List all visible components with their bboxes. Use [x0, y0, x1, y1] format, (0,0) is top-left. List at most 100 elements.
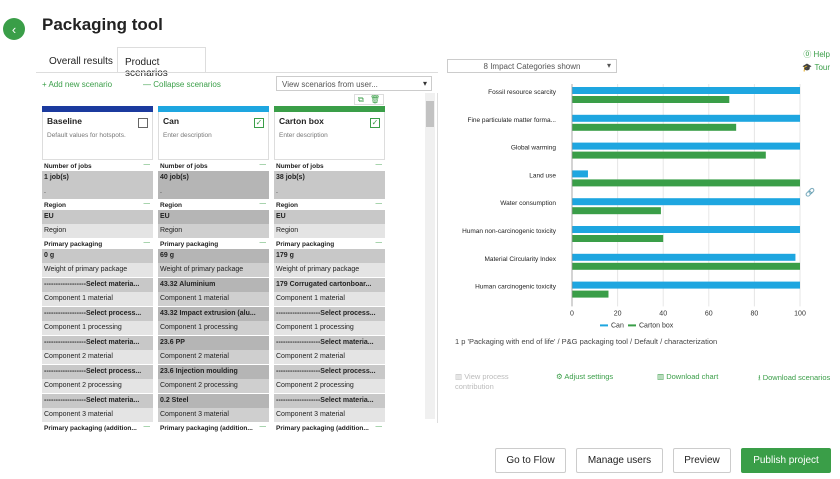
- component-select[interactable]: 179 Corrugated cartonboar...: [274, 278, 385, 292]
- scenario-checkbox[interactable]: ✓: [370, 118, 380, 128]
- legend-label: Carton box: [639, 322, 674, 329]
- component-select[interactable]: 43.32 Aluminium: [158, 278, 269, 292]
- collapse-icon[interactable]: —: [143, 423, 151, 430]
- scenario-name[interactable]: Carton box: [279, 116, 324, 126]
- component-select[interactable]: -------------------Select process...: [274, 307, 385, 321]
- bar-can: [572, 114, 800, 122]
- collapse-icon[interactable]: —: [259, 200, 267, 207]
- region-label: Region: [158, 224, 269, 238]
- scenario-checkbox[interactable]: ✓: [254, 118, 264, 128]
- component-label: Component 2 material: [42, 350, 153, 364]
- section-label: Primary packaging —: [276, 239, 383, 248]
- component-label: Component 3 material: [42, 408, 153, 422]
- component-select[interactable]: -------------------Select materia...: [274, 336, 385, 350]
- page-title: Packaging tool: [42, 15, 163, 34]
- component-select[interactable]: 43.32 Impact extrusion (alu...: [158, 307, 269, 321]
- collapse-icon[interactable]: —: [375, 239, 383, 246]
- category-label: Human non-carcinogenic toxicity: [462, 228, 557, 235]
- tour-link[interactable]: 🎓 Tour: [802, 63, 830, 72]
- jobs-value[interactable]: 1 job(s): [42, 171, 153, 185]
- category-label: Fossil resource scarcity: [488, 89, 557, 96]
- component-select[interactable]: 0.2 Steel: [158, 394, 269, 408]
- primary-packaging-value[interactable]: 0 g: [42, 249, 153, 263]
- component-select[interactable]: -------------------Select materia...: [274, 394, 385, 408]
- adjust-settings-button[interactable]: ⚙ Adjust settings: [556, 372, 614, 381]
- scenario-name[interactable]: Baseline: [47, 116, 82, 126]
- collapse-icon[interactable]: —: [375, 200, 383, 207]
- section-label: Region —: [44, 200, 151, 209]
- view-process-contribution-button[interactable]: ▥ View process contribution: [455, 372, 509, 391]
- collapse-scenarios-button[interactable]: — Collapse scenarios: [143, 80, 221, 89]
- component-select[interactable]: ------------------Select materia...: [42, 394, 153, 408]
- help-link[interactable]: ⓪ Help: [803, 50, 830, 59]
- bar-carton-box: [572, 262, 800, 270]
- impact-categories-dropdown[interactable]: 8 Impact Categories shown ▾: [447, 59, 617, 73]
- jobs-value[interactable]: 38 job(s): [274, 171, 385, 185]
- publish-project-button[interactable]: Publish project: [741, 448, 831, 473]
- collapse-icon[interactable]: —: [143, 200, 151, 207]
- scenario-description[interactable]: Enter description: [163, 132, 212, 139]
- link-icon[interactable]: 🔗: [805, 188, 815, 197]
- view-scenarios-dropdown[interactable]: View scenarios from user... ▾: [276, 76, 432, 91]
- scenarios-scrollbar[interactable]: [425, 93, 435, 419]
- bar-carton-box: [572, 151, 766, 159]
- scenario-description[interactable]: Default values for hotspots.: [47, 132, 126, 139]
- x-tick-label: 0: [570, 310, 574, 317]
- component-select[interactable]: ------------------Select materia...: [42, 278, 153, 292]
- region-label: Region: [274, 224, 385, 238]
- caret-down-icon: ▾: [606, 61, 611, 70]
- scenario-card: Carton box Enter description ✓ Number of jo…: [274, 106, 385, 433]
- component-label: Component 2 material: [158, 350, 269, 364]
- collapse-icon[interactable]: —: [259, 239, 267, 246]
- region-value[interactable]: EU: [274, 210, 385, 224]
- region-value[interactable]: EU: [158, 210, 269, 224]
- component-label: Component 1 material: [274, 292, 385, 306]
- manage-users-button[interactable]: Manage users: [576, 448, 663, 473]
- tab-product-scenarios[interactable]: Product scenarios: [117, 47, 206, 79]
- chart-footnote: 1 p 'Packaging with end of life' / P&G p…: [455, 337, 718, 346]
- collapse-icon[interactable]: —: [143, 239, 151, 246]
- bar-can: [572, 281, 800, 289]
- card-actions: ⧉ 🗑: [354, 94, 384, 105]
- collapse-icon[interactable]: —: [259, 423, 267, 430]
- go-to-flow-button[interactable]: Go to Flow: [495, 448, 566, 473]
- minus-icon: —: [143, 80, 151, 89]
- tab-overall-results[interactable]: Overall results: [49, 56, 113, 67]
- collapse-icon[interactable]: —: [259, 161, 267, 168]
- trash-icon[interactable]: 🗑: [369, 95, 380, 104]
- bar-can: [572, 87, 800, 94]
- collapse-icon[interactable]: —: [143, 161, 151, 168]
- scenario-header: Carton box Enter description ✓: [274, 112, 385, 160]
- category-label: Human carcinogenic toxicity: [475, 284, 557, 291]
- region-value[interactable]: EU: [42, 210, 153, 224]
- primary-packaging-value[interactable]: 69 g: [158, 249, 269, 263]
- component-select[interactable]: 23.6 Injection moulding: [158, 365, 269, 379]
- component-select[interactable]: ------------------Select process...: [42, 365, 153, 379]
- scenario-checkbox[interactable]: [138, 118, 148, 128]
- component-select[interactable]: ------------------Select process...: [42, 307, 153, 321]
- component-label: Component 3 material: [274, 408, 385, 422]
- component-select[interactable]: ------------------Select materia...: [42, 336, 153, 350]
- back-button[interactable]: ‹: [3, 18, 25, 40]
- jobs-value[interactable]: 40 job(s): [158, 171, 269, 185]
- preview-button[interactable]: Preview: [673, 448, 731, 473]
- scenario-header: Can Enter description ✓: [158, 112, 269, 160]
- copy-icon[interactable]: ⧉: [358, 94, 364, 104]
- section-label: Primary packaging (addition... —: [276, 423, 383, 432]
- tab-divider: [36, 72, 438, 73]
- bar-can: [572, 170, 588, 178]
- scenario-name[interactable]: Can: [163, 116, 180, 126]
- component-select[interactable]: -------------------Select process...: [274, 365, 385, 379]
- download-scenarios-button[interactable]: ⭳ Download scenarios: [758, 373, 831, 382]
- section-label: Primary packaging —: [160, 239, 267, 248]
- scenario-description[interactable]: Enter description: [279, 132, 328, 139]
- scrollbar-thumb[interactable]: [426, 101, 434, 127]
- category-label: Global warming: [511, 145, 557, 152]
- add-scenario-button[interactable]: + Add new scenario: [42, 80, 113, 89]
- component-select[interactable]: 23.6 PP: [158, 336, 269, 350]
- bar-can: [572, 198, 800, 206]
- collapse-icon[interactable]: —: [375, 423, 383, 430]
- download-chart-button[interactable]: ▥ Download chart: [657, 372, 719, 381]
- collapse-icon[interactable]: —: [375, 161, 383, 168]
- primary-packaging-value[interactable]: 179 g: [274, 249, 385, 263]
